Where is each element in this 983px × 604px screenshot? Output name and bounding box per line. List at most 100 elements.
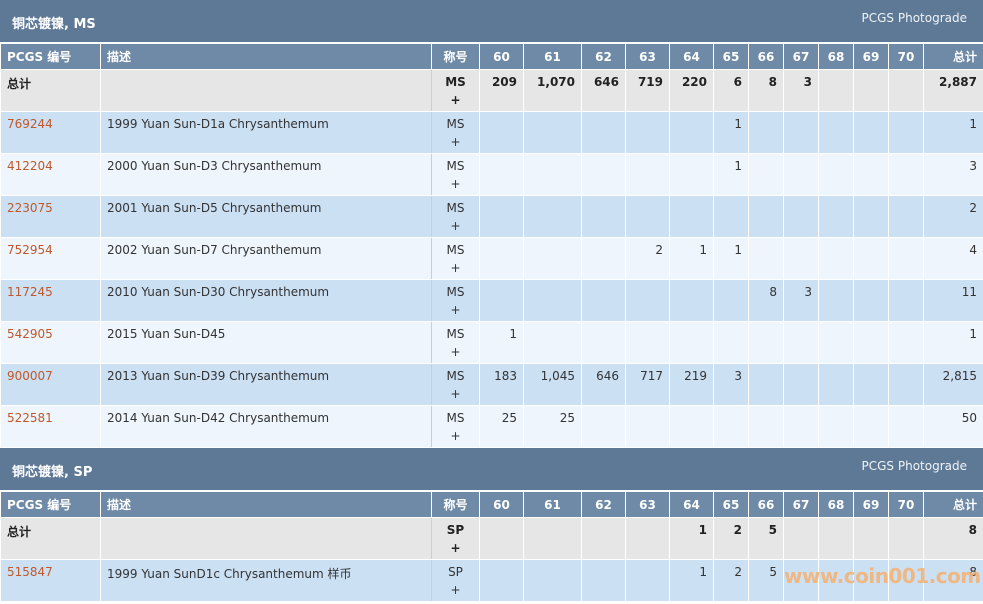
col-description[interactable]: 描述 xyxy=(100,491,432,518)
grade-cell xyxy=(853,153,889,196)
table-row: 769244 1999 Yuan Sun-D1a Chrysanthemum M… xyxy=(0,111,983,154)
pcgs-number-link[interactable]: 752954 xyxy=(7,243,53,257)
col-grade-68[interactable]: 68 xyxy=(818,491,854,518)
table-row: 515847 1999 Yuan SunD1c Chrysanthemum 样币… xyxy=(0,559,983,602)
grade-cell: 1 xyxy=(713,153,749,196)
description-cell: 1999 Yuan Sun-D1a Chrysanthemum xyxy=(100,111,432,154)
col-total[interactable]: 总计 xyxy=(923,43,983,70)
designation-code: MS xyxy=(446,285,465,299)
designation-cell: MS + xyxy=(431,279,480,322)
col-grade-60[interactable]: 60 xyxy=(479,43,524,70)
total-designation: SP + xyxy=(431,517,480,560)
photograde-link[interactable]: PCGS Photograde xyxy=(861,11,967,25)
grade-cell xyxy=(713,195,749,238)
pcgs-number-link[interactable]: 522581 xyxy=(7,411,53,425)
total-cell: 2 xyxy=(923,195,983,238)
designation-cell: MS + xyxy=(431,405,480,448)
col-grade-60[interactable]: 60 xyxy=(479,491,524,518)
col-grade-62[interactable]: 62 xyxy=(581,43,626,70)
col-designation[interactable]: 称号 xyxy=(431,43,480,70)
description-cell: 2013 Yuan Sun-D39 Chrysanthemum xyxy=(100,363,432,406)
section-header-sp: 铜芯镀镍, SP PCGS Photograde xyxy=(0,448,983,491)
plus-marker: + xyxy=(450,177,461,191)
col-grade-70[interactable]: 70 xyxy=(888,491,924,518)
col-grade-70[interactable]: 70 xyxy=(888,43,924,70)
col-grade-63[interactable]: 63 xyxy=(625,491,670,518)
total-cell: 3 xyxy=(923,153,983,196)
col-grade-66[interactable]: 66 xyxy=(748,43,784,70)
col-grade-69[interactable]: 69 xyxy=(853,491,889,518)
grade-cell xyxy=(888,517,924,560)
designation-code: MS xyxy=(446,369,465,383)
col-designation[interactable]: 称号 xyxy=(431,491,480,518)
description-cell: 2010 Yuan Sun-D30 Chrysanthemum xyxy=(100,279,432,322)
grade-cell xyxy=(748,153,784,196)
grade-cell xyxy=(713,405,749,448)
pcgs-number-link[interactable]: 223075 xyxy=(7,201,53,215)
pcgs-number-link[interactable]: 542905 xyxy=(7,327,53,341)
designation-code: MS xyxy=(446,243,465,257)
col-grade-66[interactable]: 66 xyxy=(748,491,784,518)
grade-cell xyxy=(818,237,854,280)
grade-cell xyxy=(888,321,924,364)
grade-cell xyxy=(523,237,582,280)
designation-cell: MS + xyxy=(431,153,480,196)
grade-cell xyxy=(581,321,626,364)
grade-cell xyxy=(713,279,749,322)
col-grade-62[interactable]: 62 xyxy=(581,491,626,518)
col-grade-64[interactable]: 64 xyxy=(669,43,714,70)
grade-cell: 219 xyxy=(669,363,714,406)
designation-cell: MS + xyxy=(431,111,480,154)
table-row: 752954 2002 Yuan Sun-D7 Chrysanthemum MS… xyxy=(0,237,983,280)
plus-marker: + xyxy=(450,261,461,275)
col-total[interactable]: 总计 xyxy=(923,491,983,518)
pcgs-number-cell: 522581 xyxy=(0,405,101,448)
col-grade-65[interactable]: 65 xyxy=(713,491,749,518)
pcgs-number-cell: 752954 xyxy=(0,237,101,280)
col-description[interactable]: 描述 xyxy=(100,43,432,70)
grade-cell xyxy=(669,153,714,196)
col-grade-61[interactable]: 61 xyxy=(523,43,582,70)
photograde-link[interactable]: PCGS Photograde xyxy=(861,459,967,473)
grade-cell: 1 xyxy=(669,559,714,602)
col-pcgs-number[interactable]: PCGS 编号 xyxy=(0,491,101,518)
total-desc xyxy=(100,517,432,560)
col-grade-64[interactable]: 64 xyxy=(669,491,714,518)
grade-cell: 2 xyxy=(713,559,749,602)
grade-cell: 5 xyxy=(748,559,784,602)
grade-cell: 3 xyxy=(713,363,749,406)
pcgs-number-link[interactable]: 117245 xyxy=(7,285,53,299)
col-grade-69[interactable]: 69 xyxy=(853,43,889,70)
description-cell: 2002 Yuan Sun-D7 Chrysanthemum xyxy=(100,237,432,280)
designation-code: MS xyxy=(446,117,465,131)
grade-cell xyxy=(853,111,889,154)
designation-code: MS xyxy=(446,327,465,341)
grade-cell: 1,045 xyxy=(523,363,582,406)
grade-cell xyxy=(888,153,924,196)
total-cell: 2,815 xyxy=(923,363,983,406)
grade-cell xyxy=(581,517,626,560)
description-cell: 2014 Yuan Sun-D42 Chrysanthemum xyxy=(100,405,432,448)
col-grade-61[interactable]: 61 xyxy=(523,491,582,518)
grade-cell xyxy=(669,405,714,448)
grade-cell xyxy=(818,111,854,154)
pcgs-number-link[interactable]: 900007 xyxy=(7,369,53,383)
col-grade-67[interactable]: 67 xyxy=(783,491,819,518)
grade-cell xyxy=(581,237,626,280)
column-header-row: PCGS 编号 描述 称号 60 61 62 63 64 65 66 67 68… xyxy=(0,491,983,518)
grade-cell xyxy=(853,237,889,280)
pcgs-number-link[interactable]: 515847 xyxy=(7,565,53,579)
col-grade-65[interactable]: 65 xyxy=(713,43,749,70)
grade-cell xyxy=(853,559,889,602)
plus-marker: + xyxy=(450,219,461,233)
grade-cell xyxy=(783,363,819,406)
pcgs-number-link[interactable]: 412204 xyxy=(7,159,53,173)
total-label: 总计 xyxy=(0,517,101,560)
col-grade-68[interactable]: 68 xyxy=(818,43,854,70)
col-grade-67[interactable]: 67 xyxy=(783,43,819,70)
pcgs-number-link[interactable]: 769244 xyxy=(7,117,53,131)
section-title: 铜芯镀镍, MS xyxy=(12,17,96,32)
col-grade-63[interactable]: 63 xyxy=(625,43,670,70)
col-pcgs-number[interactable]: PCGS 编号 xyxy=(0,43,101,70)
